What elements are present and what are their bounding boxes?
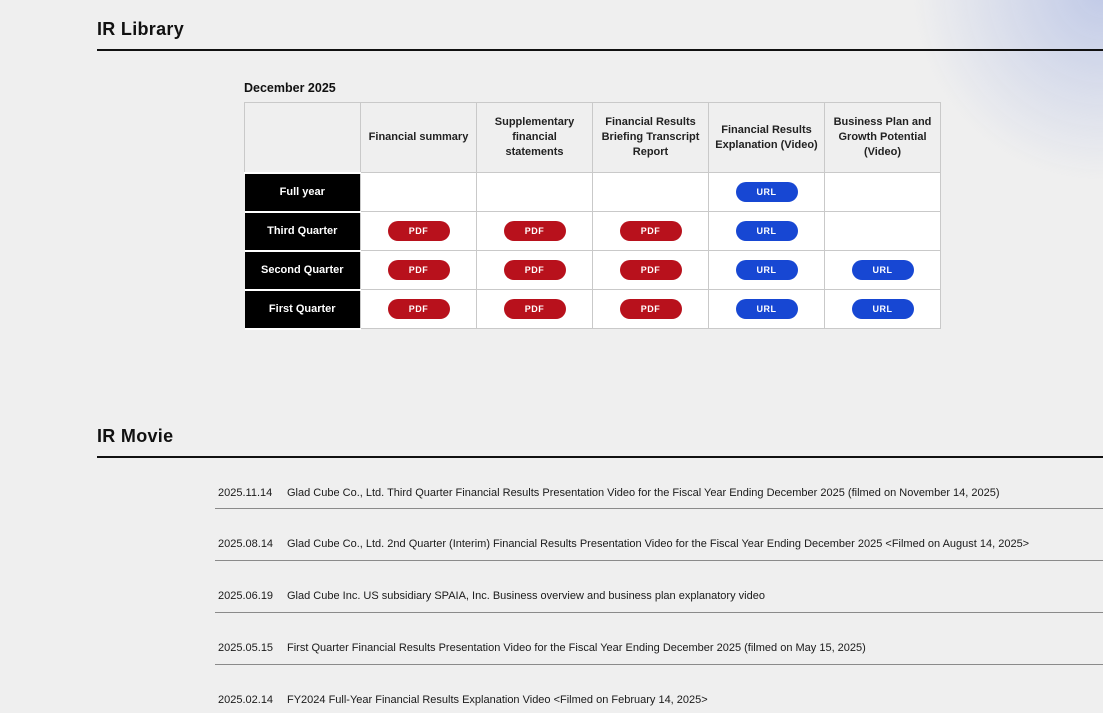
movie-date: 2025.05.15 <box>218 641 274 654</box>
column-header-supplementary-statements: Supplementary financial statements <box>476 102 593 173</box>
pdf-button[interactable]: PDF <box>387 260 450 280</box>
ir-movie-list: 2025.11.14 Glad Cube Co., Ltd. Third Quar… <box>215 487 1103 713</box>
table-cell: PDF <box>360 211 477 251</box>
movie-title: Glad Cube Co., Ltd. Third Quarter Financ… <box>287 486 1000 499</box>
pdf-button[interactable]: PDF <box>387 299 450 319</box>
row-label: First Quarter <box>244 288 361 330</box>
ir-library-title: IR Library <box>97 19 185 39</box>
table-cell <box>360 172 477 212</box>
column-header-results-explanation-video: Financial Results Explanation (Video) <box>708 102 825 173</box>
table-cell: PDF <box>592 211 709 251</box>
movie-title: FY2024 Full-Year Financial Results Expla… <box>287 693 708 706</box>
table-cell: PDF <box>360 289 477 329</box>
url-button[interactable]: URL <box>735 299 798 319</box>
table-cell: PDF <box>476 250 593 290</box>
movie-date: 2025.06.19 <box>218 590 274 602</box>
pdf-button[interactable]: PDF <box>619 299 682 319</box>
row-label: Second Quarter <box>244 249 361 291</box>
movie-title: Glad Cube Inc. US subsidiary SPAIA, Inc.… <box>287 590 765 602</box>
ir-library-section-header: IR Library <box>97 0 1103 51</box>
period-label: December 2025 <box>244 81 336 95</box>
table-cell: URL <box>708 250 825 290</box>
pdf-button[interactable]: PDF <box>619 260 682 280</box>
table-cell: PDF <box>476 289 593 329</box>
movie-title: First Quarter Financial Results Presenta… <box>287 641 866 654</box>
ir-library-table: Financial summary Supplementary financia… <box>244 102 941 330</box>
url-button[interactable]: URL <box>735 221 798 241</box>
movie-list-item[interactable]: 2025.06.19 Glad Cube Inc. US subsidiary S… <box>215 590 1103 613</box>
table-cell: PDF <box>592 289 709 329</box>
table-row: First Quarter PDF PDF PDF URL URL <box>244 288 941 330</box>
column-header-financial-summary: Financial summary <box>360 102 477 173</box>
table-row: Full year URL <box>244 171 941 213</box>
ir-table-body: Full year URL Third Quarter PDF PDF PDF URL Sec… <box>244 171 941 330</box>
movie-title: Glad Cube Co., Ltd. 2nd Quarter (Interim… <box>287 538 1030 551</box>
ir-movie-section-header: IR Movie <box>97 426 1103 458</box>
pdf-button[interactable]: PDF <box>619 221 682 241</box>
movie-date: 2025.02.14 <box>218 693 274 706</box>
ir-library-table-block: December 2025 Financial summary Suppleme… <box>244 81 1103 330</box>
movie-list-item[interactable]: 2025.02.14 FY2024 Full-Year Financial Res… <box>215 694 1103 713</box>
table-row: Second Quarter PDF PDF PDF URL URL <box>244 249 941 291</box>
table-row: Third Quarter PDF PDF PDF URL <box>244 210 941 252</box>
movie-date: 2025.08.14 <box>218 538 274 551</box>
table-header-row: Financial summary Supplementary financia… <box>244 102 941 173</box>
url-button[interactable]: URL <box>735 182 798 202</box>
table-cell: PDF <box>476 211 593 251</box>
table-cell: URL <box>824 289 941 329</box>
pdf-button[interactable]: PDF <box>387 221 450 241</box>
table-cell: PDF <box>360 250 477 290</box>
url-button[interactable]: URL <box>735 260 798 280</box>
table-cell <box>592 172 709 212</box>
url-button[interactable]: URL <box>851 260 914 280</box>
ir-movie-title: IR Movie <box>97 425 174 446</box>
movie-date: 2025.11.14 <box>218 486 273 499</box>
table-cell <box>476 172 593 212</box>
table-cell: PDF <box>592 250 709 290</box>
pdf-button[interactable]: PDF <box>503 260 566 280</box>
table-cell <box>824 211 941 251</box>
movie-list-item[interactable]: 2025.08.14 Glad Cube Co., Ltd. 2nd Quarte… <box>215 538 1103 561</box>
table-cell: URL <box>708 211 825 251</box>
table-cell: URL <box>708 289 825 329</box>
pdf-button[interactable]: PDF <box>503 221 566 241</box>
table-cell: URL <box>708 172 825 212</box>
movie-list-item[interactable]: 2025.05.15 First Quarter Financial Result… <box>215 642 1103 665</box>
pdf-button[interactable]: PDF <box>503 299 566 319</box>
row-label: Full year <box>244 171 361 213</box>
row-label: Third Quarter <box>244 210 361 252</box>
table-cell <box>824 172 941 212</box>
movie-list-item[interactable]: 2025.11.14 Glad Cube Co., Ltd. Third Quar… <box>215 487 1103 510</box>
header-corner-cell <box>244 102 361 173</box>
column-header-briefing-transcript: Financial Results Briefing Transcript Re… <box>592 102 709 173</box>
table-cell: URL <box>824 250 941 290</box>
column-header-business-plan-video: Business Plan and Growth Potential (Vide… <box>824 102 941 173</box>
url-button[interactable]: URL <box>851 299 914 319</box>
